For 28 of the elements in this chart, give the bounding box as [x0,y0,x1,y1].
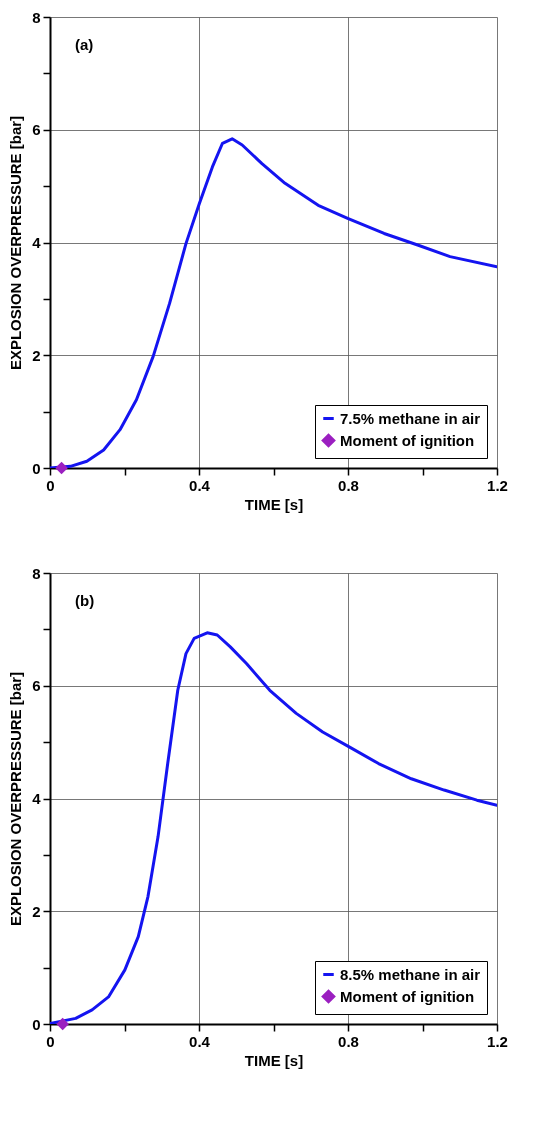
y-tick-label: 0 [32,1015,41,1033]
x-tick-label: 1.2 [487,476,508,494]
y-tick-label: 8 [32,8,41,26]
annotation: (a) [75,36,94,53]
y-axis-title: EXPLOSION OVERPRESSURE [bar] [7,671,25,927]
y-tick-label: 8 [32,564,41,582]
x-tick-label: 0.4 [189,1032,211,1050]
x-tick-label: 0 [46,1032,55,1050]
y-tick-label: 6 [32,121,41,139]
x-tick-label: 0.4 [189,476,211,494]
y-tick-label: 6 [32,677,41,695]
y-tick-label: 2 [32,346,41,364]
legend-label: Moment of ignition [340,431,475,449]
y-axis-title: EXPLOSION OVERPRESSURE [bar] [7,115,25,371]
x-tick-label: 0.8 [338,476,359,494]
x-axis-title: TIME [s] [244,1051,304,1069]
y-tick-label: 2 [32,902,41,920]
x-axis-title: TIME [s] [244,495,304,513]
y-tick-label: 4 [32,790,42,807]
x-tick-label: 1.2 [487,1032,508,1050]
y-tick-label: 4 [32,234,42,251]
x-tick-label: 0.8 [338,1032,359,1050]
x-tick-label: 0 [46,476,55,494]
annotation: (b) [75,592,95,609]
legend-label: 8.5% methane in air [340,965,481,983]
legend-label: 7.5% methane in air [340,409,481,427]
y-tick-label: 0 [32,459,41,477]
legend-label: Moment of ignition [340,987,475,1005]
